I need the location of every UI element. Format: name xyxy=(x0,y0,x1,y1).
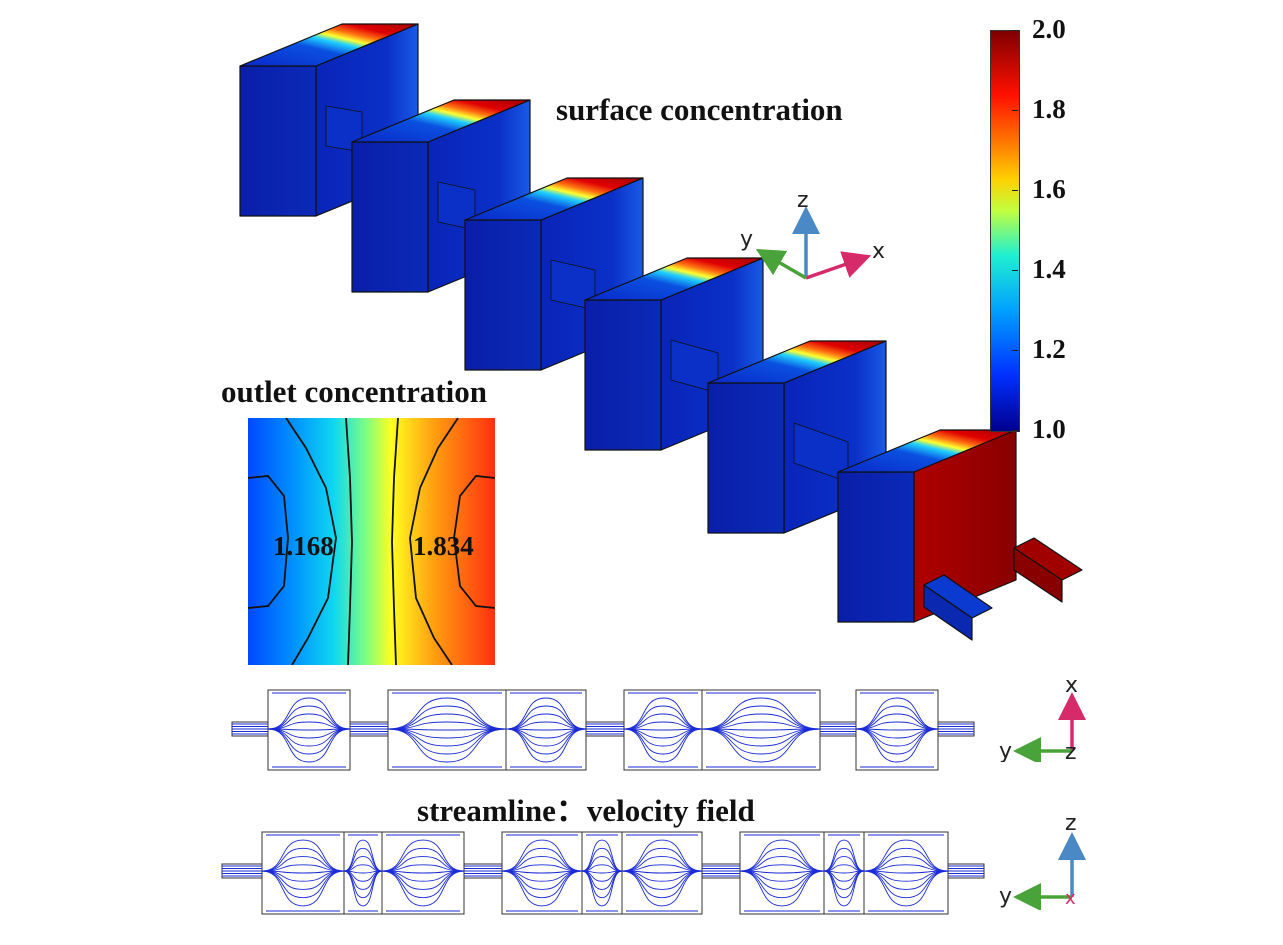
y-axis-label-side: y xyxy=(999,884,1012,909)
z-axis-label-top: z xyxy=(1065,740,1077,762)
surface-concentration-title: surface concentration xyxy=(556,92,843,127)
x-axis-label: x xyxy=(872,239,885,264)
colorbar-tick-label: 1.2 xyxy=(1032,334,1066,364)
streamline-title: streamline：velocity field xyxy=(417,793,755,828)
colorbar-tick-mark xyxy=(1012,350,1018,351)
contour-line xyxy=(391,418,399,665)
colorbar-tick-mark xyxy=(1012,190,1018,191)
chamber-streamlines xyxy=(581,831,623,915)
colorbar-tick-label: 1.0 xyxy=(1032,414,1066,444)
colorbar xyxy=(990,30,1020,432)
contour-value-right: 1.834 xyxy=(413,531,474,561)
streamline-side-view xyxy=(221,831,985,915)
axes-triad-side-view: z y x xyxy=(999,811,1086,910)
colorbar-tick-label: 1.8 xyxy=(1032,94,1066,124)
colorbar-tick-mark xyxy=(1012,110,1018,111)
chamber-streamlines xyxy=(387,689,507,771)
colorbar-tick-mark xyxy=(1012,30,1018,31)
chamber-streamlines xyxy=(261,831,345,915)
y-axis-label-top: y xyxy=(999,739,1012,762)
chamber-streamlines xyxy=(739,831,825,915)
outlet-contour-map xyxy=(248,418,495,665)
chamber-streamlines xyxy=(267,689,351,771)
colorbar-tick-label: 1.6 xyxy=(1032,174,1066,204)
chamber-streamlines xyxy=(343,831,383,915)
chamber-streamlines xyxy=(863,831,949,915)
chamber-streamlines xyxy=(621,831,703,915)
outlet-channel-red-face xyxy=(1013,547,1063,603)
colorbar-tick-mark xyxy=(1012,270,1018,271)
x-axis-label-top: x xyxy=(1065,673,1078,698)
chamber-streamlines xyxy=(505,689,587,771)
axes-triad-top-view: x y z xyxy=(999,673,1086,762)
chamber-streamlines xyxy=(701,689,821,771)
mixer-chamber xyxy=(707,340,887,534)
z-axis-label: z xyxy=(797,188,809,213)
contour-line xyxy=(345,418,353,665)
chamber-streamlines xyxy=(855,689,939,771)
mixer-chamber xyxy=(837,429,1017,623)
x-axis-label-side: x xyxy=(1065,888,1076,909)
streamline-top-view xyxy=(231,689,975,771)
contour-line xyxy=(248,475,289,609)
axes-triad-3d: z x y xyxy=(740,188,885,280)
x-axis-arrow xyxy=(805,251,872,280)
outlet-channel-blue-face xyxy=(923,584,973,641)
colorbar-tick-label: 2.0 xyxy=(1032,14,1066,44)
contour-line xyxy=(285,418,337,665)
contour-line xyxy=(409,418,459,665)
colorbar-tick-label: 1.4 xyxy=(1032,254,1066,284)
y-axis-label: y xyxy=(740,227,753,252)
z-axis-label-side: z xyxy=(1065,811,1077,836)
chamber-streamlines xyxy=(623,689,703,771)
chamber-streamlines xyxy=(823,831,865,915)
y-axis-arrow xyxy=(755,248,807,280)
contour-value-left: 1.168 xyxy=(273,531,334,561)
chamber-streamlines xyxy=(501,831,583,915)
contour-line xyxy=(453,475,495,609)
chamber-streamlines xyxy=(381,831,465,915)
colorbar-tick-mark xyxy=(1012,430,1018,431)
mixer-chamber xyxy=(239,23,419,217)
outlet-concentration-title: outlet concentration xyxy=(221,374,488,409)
